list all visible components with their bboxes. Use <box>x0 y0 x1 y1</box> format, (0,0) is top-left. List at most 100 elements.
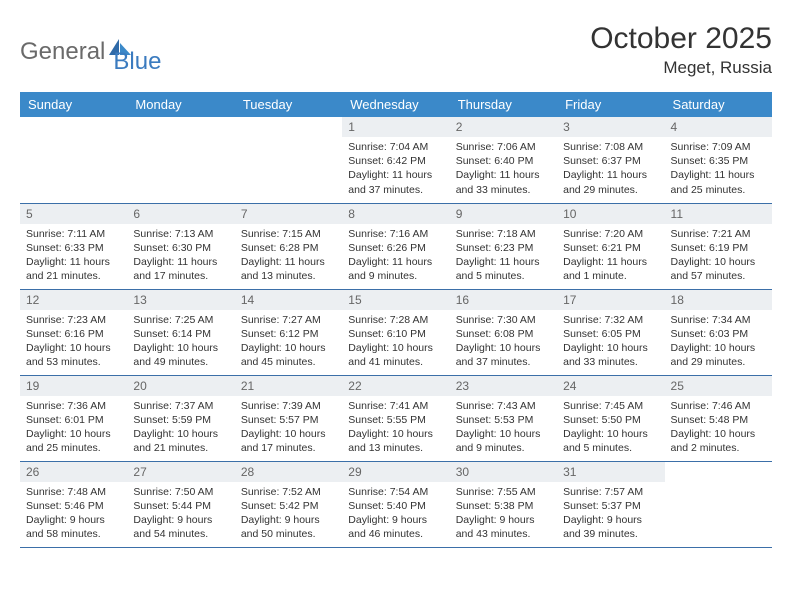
day-detail: Sunrise: 7:18 AMSunset: 6:23 PMDaylight:… <box>450 224 557 288</box>
header: General Blue October 2025 Meget, Russia <box>20 22 772 78</box>
day-detail: Sunrise: 7:04 AMSunset: 6:42 PMDaylight:… <box>342 137 449 201</box>
day-number: 3 <box>557 117 664 137</box>
day-number: 18 <box>665 290 772 310</box>
calendar-cell: 25Sunrise: 7:46 AMSunset: 5:48 PMDayligh… <box>665 375 772 461</box>
day-detail: Sunrise: 7:32 AMSunset: 6:05 PMDaylight:… <box>557 310 664 374</box>
brand-part1: General <box>20 38 105 66</box>
calendar-cell: 21Sunrise: 7:39 AMSunset: 5:57 PMDayligh… <box>235 375 342 461</box>
day-detail: Sunrise: 7:34 AMSunset: 6:03 PMDaylight:… <box>665 310 772 374</box>
day-number: 14 <box>235 290 342 310</box>
day-number: 5 <box>20 204 127 224</box>
day-detail: Sunrise: 7:15 AMSunset: 6:28 PMDaylight:… <box>235 224 342 288</box>
day-number: 2 <box>450 117 557 137</box>
day-detail: Sunrise: 7:46 AMSunset: 5:48 PMDaylight:… <box>665 396 772 460</box>
calendar-cell: 22Sunrise: 7:41 AMSunset: 5:55 PMDayligh… <box>342 375 449 461</box>
calendar-row: 5Sunrise: 7:11 AMSunset: 6:33 PMDaylight… <box>20 203 772 289</box>
brand-part2: Blue <box>113 48 161 76</box>
weekday-header: Thursday <box>450 92 557 117</box>
calendar-cell <box>665 461 772 547</box>
calendar-cell: 23Sunrise: 7:43 AMSunset: 5:53 PMDayligh… <box>450 375 557 461</box>
day-number: 22 <box>342 376 449 396</box>
day-detail: Sunrise: 7:08 AMSunset: 6:37 PMDaylight:… <box>557 137 664 201</box>
calendar-cell: 3Sunrise: 7:08 AMSunset: 6:37 PMDaylight… <box>557 117 664 203</box>
day-number: 11 <box>665 204 772 224</box>
day-detail: Sunrise: 7:16 AMSunset: 6:26 PMDaylight:… <box>342 224 449 288</box>
calendar-cell: 5Sunrise: 7:11 AMSunset: 6:33 PMDaylight… <box>20 203 127 289</box>
calendar-cell: 12Sunrise: 7:23 AMSunset: 6:16 PMDayligh… <box>20 289 127 375</box>
calendar-cell: 30Sunrise: 7:55 AMSunset: 5:38 PMDayligh… <box>450 461 557 547</box>
calendar-cell: 9Sunrise: 7:18 AMSunset: 6:23 PMDaylight… <box>450 203 557 289</box>
calendar-cell: 16Sunrise: 7:30 AMSunset: 6:08 PMDayligh… <box>450 289 557 375</box>
calendar-cell: 14Sunrise: 7:27 AMSunset: 6:12 PMDayligh… <box>235 289 342 375</box>
day-number: 24 <box>557 376 664 396</box>
day-detail: Sunrise: 7:23 AMSunset: 6:16 PMDaylight:… <box>20 310 127 374</box>
calendar-cell: 18Sunrise: 7:34 AMSunset: 6:03 PMDayligh… <box>665 289 772 375</box>
calendar-cell: 7Sunrise: 7:15 AMSunset: 6:28 PMDaylight… <box>235 203 342 289</box>
calendar-cell: 2Sunrise: 7:06 AMSunset: 6:40 PMDaylight… <box>450 117 557 203</box>
calendar-cell: 8Sunrise: 7:16 AMSunset: 6:26 PMDaylight… <box>342 203 449 289</box>
day-number: 19 <box>20 376 127 396</box>
weekday-header: Wednesday <box>342 92 449 117</box>
day-detail: Sunrise: 7:39 AMSunset: 5:57 PMDaylight:… <box>235 396 342 460</box>
calendar-cell: 20Sunrise: 7:37 AMSunset: 5:59 PMDayligh… <box>127 375 234 461</box>
calendar-cell: 11Sunrise: 7:21 AMSunset: 6:19 PMDayligh… <box>665 203 772 289</box>
weekday-header: Sunday <box>20 92 127 117</box>
day-detail: Sunrise: 7:48 AMSunset: 5:46 PMDaylight:… <box>20 482 127 546</box>
day-detail: Sunrise: 7:52 AMSunset: 5:42 PMDaylight:… <box>235 482 342 546</box>
day-number: 4 <box>665 117 772 137</box>
day-detail: Sunrise: 7:28 AMSunset: 6:10 PMDaylight:… <box>342 310 449 374</box>
calendar-cell: 4Sunrise: 7:09 AMSunset: 6:35 PMDaylight… <box>665 117 772 203</box>
calendar-cell: 27Sunrise: 7:50 AMSunset: 5:44 PMDayligh… <box>127 461 234 547</box>
day-detail: Sunrise: 7:43 AMSunset: 5:53 PMDaylight:… <box>450 396 557 460</box>
calendar-cell: 17Sunrise: 7:32 AMSunset: 6:05 PMDayligh… <box>557 289 664 375</box>
day-detail: Sunrise: 7:20 AMSunset: 6:21 PMDaylight:… <box>557 224 664 288</box>
calendar-body: 1Sunrise: 7:04 AMSunset: 6:42 PMDaylight… <box>20 117 772 547</box>
day-number: 15 <box>342 290 449 310</box>
calendar-row: 1Sunrise: 7:04 AMSunset: 6:42 PMDaylight… <box>20 117 772 203</box>
day-number: 31 <box>557 462 664 482</box>
calendar-cell: 15Sunrise: 7:28 AMSunset: 6:10 PMDayligh… <box>342 289 449 375</box>
day-number: 7 <box>235 204 342 224</box>
day-number: 9 <box>450 204 557 224</box>
calendar-cell <box>20 117 127 203</box>
calendar-cell: 13Sunrise: 7:25 AMSunset: 6:14 PMDayligh… <box>127 289 234 375</box>
day-number: 8 <box>342 204 449 224</box>
day-detail: Sunrise: 7:45 AMSunset: 5:50 PMDaylight:… <box>557 396 664 460</box>
day-detail: Sunrise: 7:11 AMSunset: 6:33 PMDaylight:… <box>20 224 127 288</box>
calendar-cell <box>127 117 234 203</box>
day-detail: Sunrise: 7:27 AMSunset: 6:12 PMDaylight:… <box>235 310 342 374</box>
weekday-header: Friday <box>557 92 664 117</box>
calendar-cell: 6Sunrise: 7:13 AMSunset: 6:30 PMDaylight… <box>127 203 234 289</box>
day-detail: Sunrise: 7:25 AMSunset: 6:14 PMDaylight:… <box>127 310 234 374</box>
calendar-table: SundayMondayTuesdayWednesdayThursdayFrid… <box>20 92 772 548</box>
calendar-cell: 19Sunrise: 7:36 AMSunset: 6:01 PMDayligh… <box>20 375 127 461</box>
calendar-cell: 24Sunrise: 7:45 AMSunset: 5:50 PMDayligh… <box>557 375 664 461</box>
calendar-cell: 29Sunrise: 7:54 AMSunset: 5:40 PMDayligh… <box>342 461 449 547</box>
day-detail: Sunrise: 7:06 AMSunset: 6:40 PMDaylight:… <box>450 137 557 201</box>
location: Meget, Russia <box>590 58 772 78</box>
weekday-header: Saturday <box>665 92 772 117</box>
calendar-cell: 31Sunrise: 7:57 AMSunset: 5:37 PMDayligh… <box>557 461 664 547</box>
day-number: 13 <box>127 290 234 310</box>
day-number: 1 <box>342 117 449 137</box>
title-block: October 2025 Meget, Russia <box>590 22 772 78</box>
calendar-row: 26Sunrise: 7:48 AMSunset: 5:46 PMDayligh… <box>20 461 772 547</box>
calendar-cell: 10Sunrise: 7:20 AMSunset: 6:21 PMDayligh… <box>557 203 664 289</box>
day-number: 6 <box>127 204 234 224</box>
day-number: 12 <box>20 290 127 310</box>
day-number: 27 <box>127 462 234 482</box>
calendar-row: 12Sunrise: 7:23 AMSunset: 6:16 PMDayligh… <box>20 289 772 375</box>
day-detail: Sunrise: 7:57 AMSunset: 5:37 PMDaylight:… <box>557 482 664 546</box>
day-number: 16 <box>450 290 557 310</box>
day-detail: Sunrise: 7:55 AMSunset: 5:38 PMDaylight:… <box>450 482 557 546</box>
day-number: 29 <box>342 462 449 482</box>
weekday-header: Tuesday <box>235 92 342 117</box>
calendar-cell: 26Sunrise: 7:48 AMSunset: 5:46 PMDayligh… <box>20 461 127 547</box>
day-detail: Sunrise: 7:36 AMSunset: 6:01 PMDaylight:… <box>20 396 127 460</box>
day-number: 26 <box>20 462 127 482</box>
calendar-row: 19Sunrise: 7:36 AMSunset: 6:01 PMDayligh… <box>20 375 772 461</box>
day-number: 21 <box>235 376 342 396</box>
calendar-cell: 28Sunrise: 7:52 AMSunset: 5:42 PMDayligh… <box>235 461 342 547</box>
calendar-cell <box>235 117 342 203</box>
brand-logo: General Blue <box>20 22 161 76</box>
